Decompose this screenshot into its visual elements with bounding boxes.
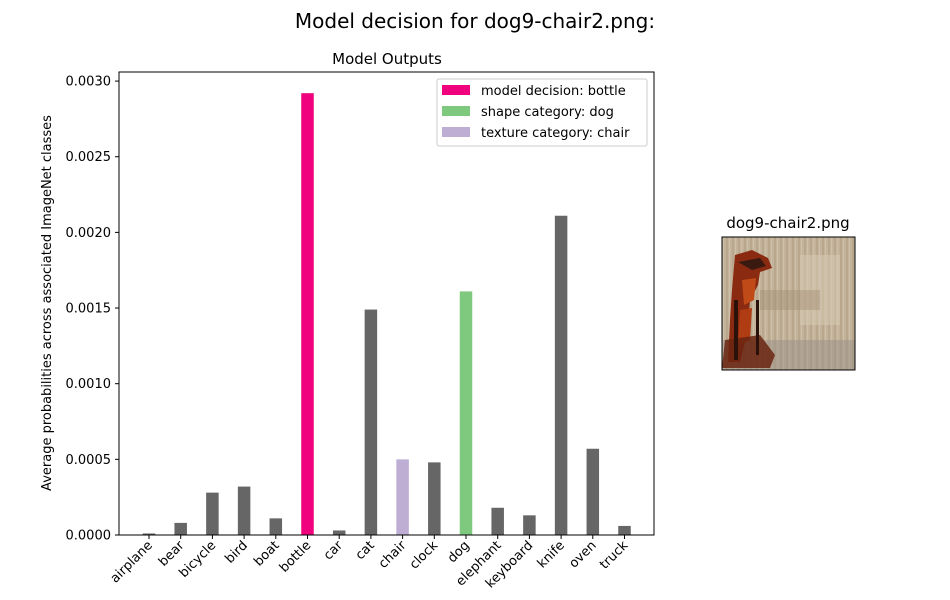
legend-box [436,78,648,147]
bar-series [142,93,631,536]
bar-keyboard [523,515,536,535]
legend-label-texture: texture category: chair [481,126,630,141]
x-tick-label-bird: bird [222,538,250,566]
y-tick-label: 0.0015 [66,302,112,317]
chart-axes: Model Outputs Average probabilities acro… [40,50,655,591]
bar-boat [269,518,283,535]
bar-oven [586,448,600,535]
legend-swatch-decision [442,85,470,95]
stimulus-thumbnail: dog9-chair2.png [721,214,856,371]
y-tick-label: 0.0005 [66,453,112,468]
x-tick-label-airplane: airplane [108,538,156,586]
bar-bottle [301,93,314,535]
y-tick-label: 0.0025 [66,150,112,165]
y-axis-label: Average probabilities across associated … [40,115,55,491]
x-tick-label-bottle: bottle [277,538,314,575]
y-tick-label: 0.0010 [66,377,112,392]
x-tick-label-knife: knife [535,538,568,571]
y-tick-label: 0.0030 [66,75,112,90]
x-tick-label-chair: chair [376,538,410,572]
plot-frame [118,71,655,536]
legend-label-decision: model decision: bottle [481,84,626,99]
bar-airplane [142,533,156,535]
x-tick-label-clock: clock [407,538,442,573]
x-tick-label-cat: cat [353,538,378,563]
x-tick-label-car: car [321,538,347,564]
bar-bear [174,522,187,535]
legend-swatch-shape [442,106,470,116]
bar-car [332,530,346,535]
stimulus-image [721,236,856,371]
x-tick-label-oven: oven [566,538,599,571]
bar-chair [396,459,409,535]
bar-bicycle [206,492,219,535]
bar-dog [459,291,473,535]
legend-swatch-texture [442,127,470,137]
figure-title: Model decision for dog9-chair2.png: [295,9,655,33]
x-tick-label-dog: dog [445,538,473,566]
chart-title: Model Outputs [332,50,442,68]
x-tick-label-truck: truck [597,538,632,573]
bar-elephant [491,507,504,535]
legend-label-shape: shape category: dog [481,105,614,120]
thumbnail-title: dog9-chair2.png [726,214,849,232]
bar-knife [554,215,568,536]
bar-cat [364,309,378,535]
y-tick-label: 0.0020 [66,226,112,241]
bar-bird [237,486,251,535]
y-tick-label: 0.0000 [66,529,112,544]
y-axis-ticks: 0.0000 0.0005 0.0010 0.0015 0.0020 0.0025 0.00… [66,75,119,544]
bar-clock [428,462,441,535]
chart-legend: model decision: bottle shape category: d… [436,78,648,147]
bar-truck [618,525,631,535]
